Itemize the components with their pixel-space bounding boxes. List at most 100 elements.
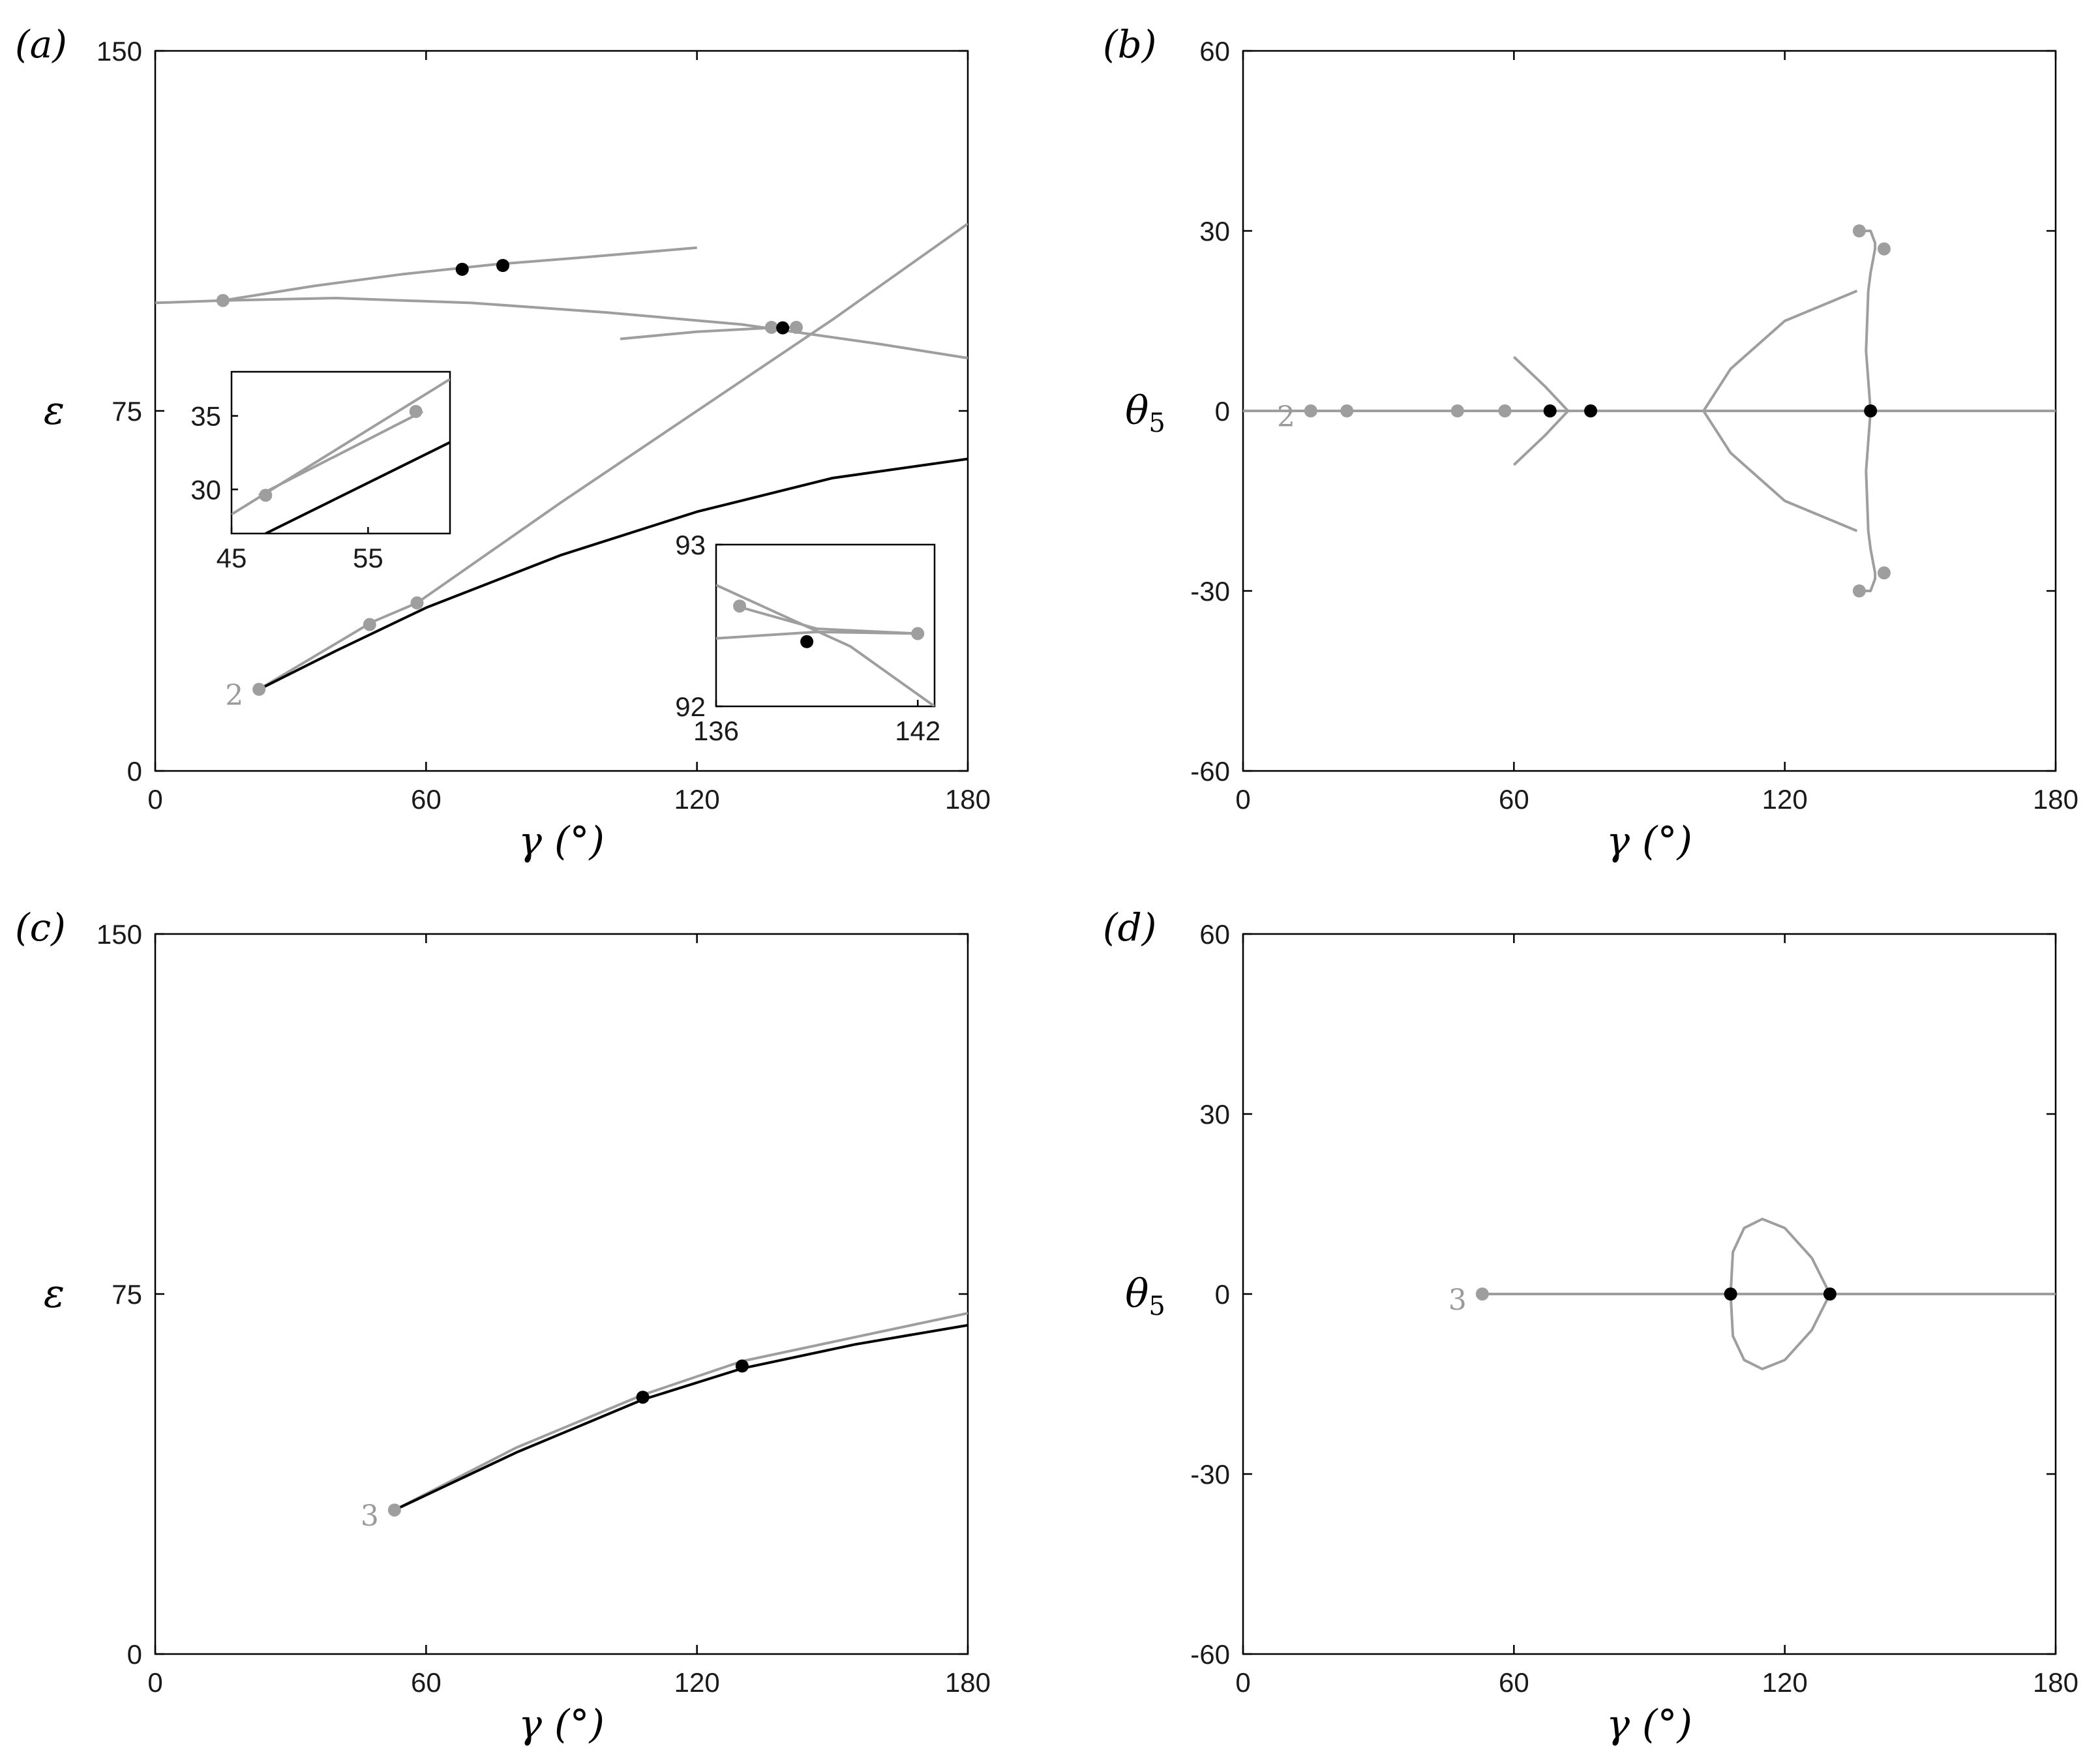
panel-c-branch-label-0: 3 — [361, 1499, 379, 1533]
panel-b-series-line-2 — [1702, 290, 1858, 532]
panel-a-inset-1-ytick-label-0: 92 — [675, 691, 706, 722]
panel-b-ytick-label-3: 30 — [1199, 216, 1230, 247]
panel-d-ylabel: θ5 — [1125, 1271, 1165, 1321]
panel-c-xtick-label-1: 60 — [411, 1667, 442, 1698]
panel-b-ytick-label-1: -30 — [1190, 576, 1230, 607]
panel-d-xtick-label-3: 180 — [2033, 1667, 2078, 1698]
panel-c-label: (c) — [15, 905, 66, 950]
panel-a-inset-0-xtick-label-0: 45 — [217, 543, 247, 573]
panel-a-inset-1-ytick-label-1: 93 — [675, 530, 706, 560]
panel-d-branch-label-0: 3 — [1448, 1284, 1467, 1317]
panel-a-marker-5 — [789, 320, 803, 334]
panel-a-marker-1 — [455, 262, 469, 276]
panel-d-xtick-label-0: 0 — [1235, 1667, 1250, 1698]
panel-b-series-line-1 — [1512, 355, 1570, 466]
panel-b-marker-1 — [1340, 404, 1354, 417]
panel-b-xtick-label-2: 120 — [1762, 784, 1808, 815]
panel-a-inset-0-plot-area — [232, 378, 450, 534]
panel-c-xlabel: γ (°) — [518, 1702, 605, 1747]
panel-c-xtick-label-2: 120 — [674, 1667, 720, 1698]
panel-a-plot-area — [155, 222, 968, 696]
panel-a-xtick-label-0: 0 — [147, 784, 162, 815]
panel-a-xtick-label-2: 120 — [674, 784, 720, 815]
panel-d-label: (d) — [1103, 905, 1156, 950]
panel-a-marker-8 — [410, 596, 424, 610]
panel-a-series-line-4 — [258, 457, 968, 691]
panel-c-ytick-label-2: 150 — [97, 919, 142, 950]
panel-d-xtick-label-2: 120 — [1762, 1667, 1808, 1698]
panel-d-ytick-label-1: -30 — [1190, 1459, 1230, 1490]
panel-a-branch-label-0: 2 — [225, 679, 243, 712]
panel-b-plot-area — [1243, 224, 2056, 597]
panel-d-xlabel: γ (°) — [1606, 1702, 1692, 1747]
panel-a-ytick-label-2: 150 — [97, 36, 142, 67]
panel-b-marker-0 — [1304, 404, 1317, 417]
panel-b-marker-5 — [1584, 404, 1598, 417]
panel-b-xlabel: γ (°) — [1606, 819, 1692, 864]
panel-d-ytick-label-0: -60 — [1190, 1639, 1230, 1670]
panel-c-ylabel: ε — [44, 1271, 65, 1317]
panel-a-inset-1-xtick-label-0: 136 — [693, 715, 739, 746]
panel-b-ytick-label-0: -60 — [1190, 756, 1230, 787]
panel-d-marker-2 — [1823, 1287, 1837, 1301]
panel-d-ytick-label-4: 60 — [1199, 919, 1230, 950]
panel-a-inset-1: 136 142 92 93 — [675, 530, 940, 746]
panel-a-inset-0: 45 55 30 35 — [190, 370, 451, 573]
panel-a-series-line-0 — [222, 246, 697, 302]
panel-a-marker-7 — [363, 618, 376, 631]
panel-c-series-line-1 — [394, 1323, 968, 1512]
panel-b-marker-2 — [1450, 404, 1464, 417]
panel-d-marker-0 — [1475, 1287, 1489, 1301]
panel-b-xtick-label-0: 0 — [1235, 784, 1250, 815]
panel-a-marker-0 — [216, 294, 230, 307]
panel-b: 0 60 120 180 -60 -30 0 30 60 γ (°) θ5 (b) 2 — [1103, 22, 2078, 864]
panel-a-inset-0-ytick-label-1: 35 — [190, 401, 221, 432]
panel-c: 0 60 120 180 0 75 150 γ (°) ε (c) 3 — [15, 905, 991, 1747]
panel-b-marker-6 — [1864, 404, 1878, 417]
panel-d-plot-area — [1475, 1218, 2056, 1370]
panel-a-marker-4 — [776, 321, 790, 335]
panel-d-ytick-label-3: 30 — [1199, 1099, 1230, 1130]
panel-b-xtick-label-1: 60 — [1499, 784, 1529, 815]
panel-b-label: (b) — [1103, 22, 1156, 67]
panel-c-series-line-0 — [393, 1312, 968, 1511]
panel-a-inset-0-series-line-1 — [258, 410, 424, 497]
panel-c-ytick-label-0: 0 — [127, 1639, 142, 1670]
panel-c-plot-area — [387, 1312, 968, 1517]
panel-a: 0 60 120 180 0 75 150 γ (°) ε (a) 2 45 55 30 35 136 142 9… — [15, 22, 991, 864]
panel-b-branch-label-0: 2 — [1277, 400, 1295, 434]
panel-a-inset-1-marker-2 — [911, 627, 925, 640]
panel-a-inset-0-ytick-label-0: 30 — [190, 474, 221, 505]
panel-b-ylabel: θ5 — [1125, 388, 1165, 438]
panel-a-marker-3 — [764, 320, 778, 334]
panel-c-marker-2 — [735, 1359, 749, 1373]
panel-b-marker-3 — [1498, 404, 1512, 417]
panel-c-ytick-label-1: 75 — [112, 1279, 142, 1310]
panel-a-inset-1-xtick-label-1: 142 — [895, 715, 940, 746]
panel-a-inset-1-series-line-0 — [716, 584, 935, 706]
panel-b-marker-9 — [1852, 584, 1866, 597]
panel-a-label: (a) — [15, 22, 67, 67]
panel-a-inset-1-plot-area — [716, 584, 935, 706]
panel-a-xlabel: γ (°) — [518, 819, 605, 864]
panel-b-xtick-label-3: 180 — [2033, 784, 2078, 815]
panel-d-xtick-label-1: 60 — [1499, 1667, 1529, 1698]
panel-a-inset-1-series-line-2 — [716, 630, 918, 640]
panel-a-marker-2 — [496, 258, 510, 272]
panel-b-marker-7 — [1852, 224, 1866, 237]
panel-c-xtick-label-0: 0 — [147, 1667, 162, 1698]
panel-a-inset-0-xtick-label-1: 55 — [353, 543, 383, 573]
panel-c-marker-1 — [636, 1391, 650, 1404]
panel-b-marker-8 — [1877, 242, 1891, 256]
panel-d-ytick-label-2: 0 — [1215, 1279, 1230, 1310]
panel-b-marker-4 — [1543, 404, 1557, 417]
panel-b-ytick-label-2: 0 — [1215, 396, 1230, 427]
panel-d: 0 60 120 180 -60 -30 0 30 60 γ (°) θ5 (d) 3 — [1103, 905, 2078, 1747]
panel-a-series-line-1 — [155, 297, 968, 359]
panel-a-ytick-label-1: 75 — [112, 396, 142, 427]
panel-a-inset-1-marker-1 — [800, 635, 814, 648]
panel-a-inset-1-marker-0 — [733, 599, 747, 613]
panel-a-inset-0-series-line-2 — [265, 441, 450, 534]
panel-c-frame — [154, 933, 969, 1655]
panel-c-xtick-label-3: 180 — [945, 1667, 991, 1698]
